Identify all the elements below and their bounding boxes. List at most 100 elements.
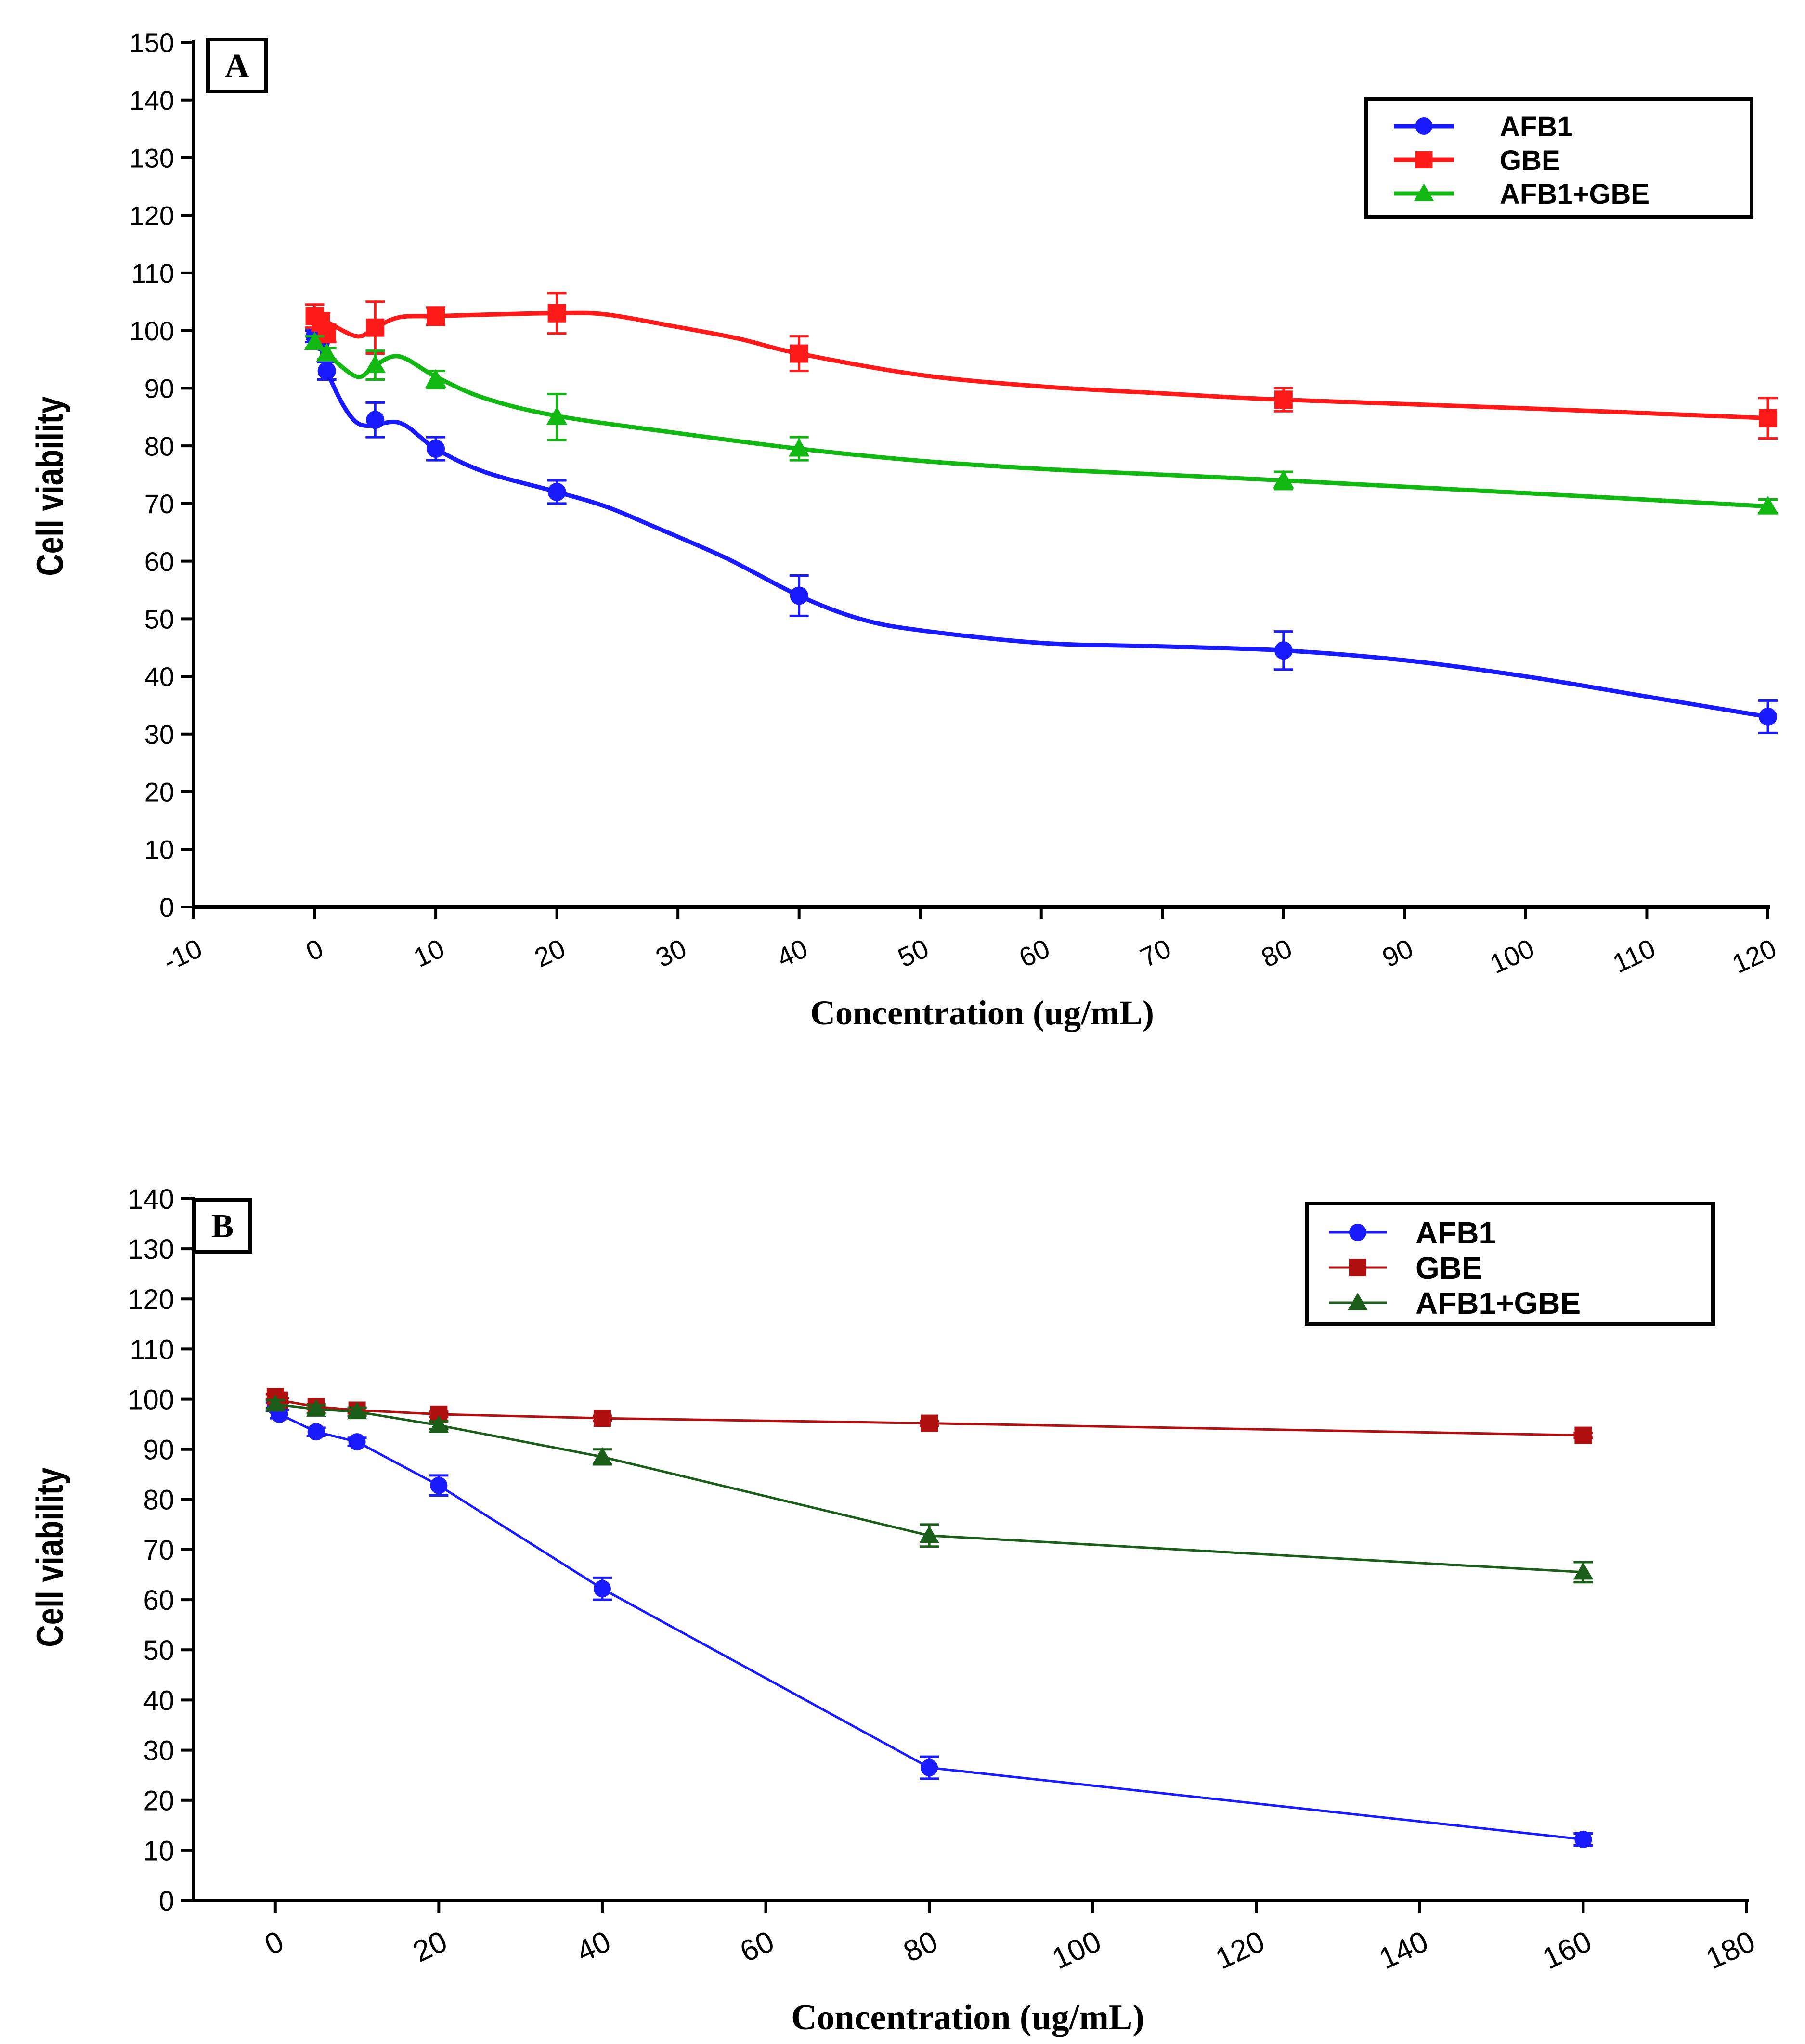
data-point <box>547 304 566 323</box>
x-tick-label: 20 <box>530 933 570 973</box>
data-point <box>366 411 385 429</box>
series-line <box>313 340 1768 509</box>
x-tick-label: 180 <box>1701 1925 1760 1976</box>
y-tick-label: 140 <box>128 1184 174 1215</box>
legend-marker <box>1415 117 1433 135</box>
data-point <box>366 318 385 337</box>
y-tick-label: 130 <box>130 143 174 173</box>
series-afb1 <box>265 1398 1593 1848</box>
panel-a-series <box>304 292 1779 734</box>
data-point <box>348 1433 366 1451</box>
panel-b-tag: B <box>193 1198 252 1254</box>
data-point <box>316 343 338 362</box>
data-point <box>430 1476 448 1494</box>
panel-a-tag-text: A <box>225 48 249 85</box>
y-tick-label: 70 <box>144 489 174 519</box>
data-point <box>919 1526 939 1543</box>
x-tick-label: 90 <box>1377 933 1417 973</box>
y-tick-label: 100 <box>128 1384 174 1415</box>
data-point <box>546 406 568 425</box>
y-tick-label: 120 <box>128 1284 174 1315</box>
panel-a: 0102030405060708090100110120130140150-10… <box>29 27 1781 1032</box>
data-point <box>921 1759 938 1777</box>
data-point <box>265 1394 286 1412</box>
legend-label: GBE <box>1500 145 1560 176</box>
y-tick-label: 90 <box>143 1435 174 1466</box>
data-point <box>427 307 445 325</box>
y-tick-label: 10 <box>143 1836 174 1867</box>
series-afb1-gbe <box>265 1394 1594 1584</box>
x-tick-label: 70 <box>1135 933 1175 973</box>
y-tick-label: 110 <box>130 1334 174 1365</box>
x-tick-label: -10 <box>158 933 207 977</box>
data-point <box>1759 409 1777 427</box>
y-tick-label: 80 <box>144 431 174 461</box>
panel-b-x-label: Concentration (ug/mL) <box>791 1998 1144 2037</box>
y-tick-label: 60 <box>143 1585 174 1616</box>
x-tick-label: 140 <box>1374 1925 1433 1976</box>
data-point <box>1274 390 1293 409</box>
y-tick-label: 0 <box>159 892 174 922</box>
legend-item: AFB1 <box>1329 1216 1496 1250</box>
y-tick-label: 50 <box>143 1635 174 1666</box>
legend-label: GBE <box>1415 1251 1482 1285</box>
data-point <box>1274 641 1293 660</box>
x-tick-label: 0 <box>301 933 328 967</box>
x-tick-label: 40 <box>772 933 812 973</box>
y-tick-label: 70 <box>143 1535 174 1566</box>
legend-item: GBE <box>1329 1251 1482 1285</box>
x-tick-label: 110 <box>1608 933 1660 979</box>
legend-marker <box>1349 1259 1366 1276</box>
x-tick-label: 40 <box>571 1925 616 1969</box>
x-tick-label: 10 <box>409 933 449 973</box>
y-tick-label: 120 <box>130 200 174 231</box>
x-tick-label: 100 <box>1047 1925 1106 1976</box>
series-gbe <box>305 292 1778 440</box>
data-point <box>790 344 808 363</box>
series-gbe <box>265 1388 1593 1444</box>
legend-marker <box>1349 1224 1366 1241</box>
y-tick-label: 40 <box>144 661 174 692</box>
legend-label: AFB1+GBE <box>1415 1286 1581 1320</box>
panel-a-y-label: Cell viability <box>29 396 71 576</box>
x-tick-label: 60 <box>1014 933 1054 973</box>
x-tick-label: 80 <box>898 1925 943 1969</box>
data-point <box>547 482 566 501</box>
y-tick-label: 100 <box>130 316 174 346</box>
data-point <box>429 1415 449 1433</box>
y-tick-label: 130 <box>128 1234 174 1265</box>
legend-item: AFB1+GBE <box>1394 179 1649 210</box>
data-point <box>593 1580 611 1598</box>
data-point <box>1573 1562 1594 1580</box>
legend-marker <box>1415 151 1433 168</box>
y-tick-label: 110 <box>131 258 174 288</box>
series-line <box>313 310 1768 421</box>
panel-a-tag: A <box>206 38 268 93</box>
data-point <box>317 324 336 343</box>
data-point <box>306 1399 326 1417</box>
y-tick-label: 80 <box>143 1485 174 1516</box>
panel-a-x-label: Concentration (ug/mL) <box>810 994 1154 1032</box>
x-tick-label: 0 <box>260 1925 288 1962</box>
data-point <box>1759 707 1777 726</box>
panel-b-series <box>265 1388 1594 1848</box>
y-tick-label: 0 <box>159 1886 174 1917</box>
data-point <box>593 1410 611 1427</box>
y-tick-label: 90 <box>144 374 174 404</box>
data-point <box>364 354 386 373</box>
data-point <box>1757 496 1779 515</box>
y-tick-label: 20 <box>144 777 174 807</box>
legend-item: AFB1 <box>1394 111 1572 142</box>
y-tick-label: 60 <box>144 546 174 577</box>
legend-marker <box>1348 1293 1368 1310</box>
data-point <box>592 1447 612 1464</box>
legend-item: AFB1+GBE <box>1329 1286 1581 1320</box>
x-tick-label: 160 <box>1537 1925 1597 1976</box>
panel-b: 0 10 20 30 40 50 60 70 80 90 100 110 120 130 140 0 20 40 6… <box>29 1184 1760 2037</box>
x-tick-label: 120 <box>1210 1925 1270 1976</box>
data-point <box>317 362 336 380</box>
y-tick-label: 20 <box>143 1785 174 1817</box>
